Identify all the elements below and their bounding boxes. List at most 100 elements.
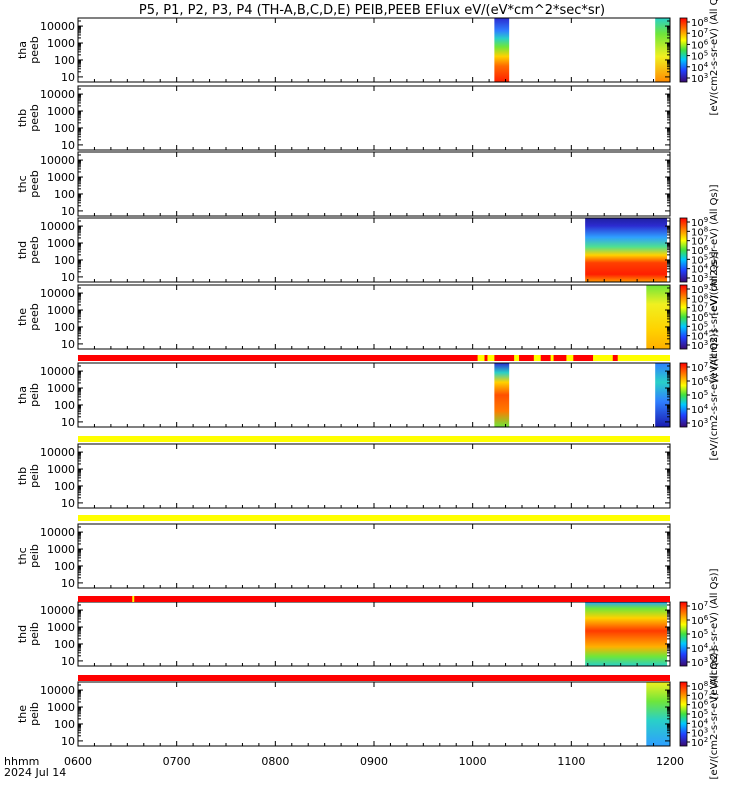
x-tick-label: 0600 — [64, 755, 92, 768]
colorbar-label: [eV/(cm2-s-sr-eV) (All Qs)] — [709, 0, 720, 115]
x-tick-label: 1000 — [459, 755, 487, 768]
colorbar-scale — [679, 601, 688, 667]
panel-product-label: peeb — [28, 303, 41, 331]
y-tick-label: 10000 — [40, 287, 75, 300]
panel-product-label: peeb — [28, 236, 41, 264]
flag-bar — [78, 596, 670, 602]
spectrogram-block — [494, 18, 510, 82]
flag-bar — [78, 355, 670, 361]
colorbar-tick-label: 106 — [691, 614, 709, 627]
y-tick-label: 1000 — [47, 463, 75, 476]
y-tick-label: 100 — [54, 188, 75, 201]
y-tick-label: 1000 — [47, 304, 75, 317]
y-tick-label: 10000 — [40, 604, 75, 617]
x-tick-label: 0700 — [163, 755, 191, 768]
time-axis-label: hhmm — [4, 755, 39, 768]
x-tick-label: 1200 — [656, 755, 684, 768]
y-tick-label: 10 — [61, 735, 75, 748]
y-tick-label: 10000 — [40, 88, 75, 101]
y-tick-label: 1000 — [47, 37, 75, 50]
panel-frame — [77, 17, 671, 83]
colorbar-tick-label: 106 — [691, 38, 709, 51]
panel-probe-label: the — [16, 308, 29, 326]
panel-frame — [77, 85, 671, 151]
colorbar-tick-label: 105 — [691, 628, 708, 641]
colorbar-label: [eV/(cm2-s-sr-eV) (All Qs)] — [709, 184, 720, 315]
y-tick-label: 1000 — [47, 105, 75, 118]
y-tick-label: 100 — [54, 480, 75, 493]
colorbar-tick-label: 104 — [691, 642, 709, 655]
y-tick-label: 1000 — [47, 382, 75, 395]
colorbar-tick-label: 103 — [691, 727, 708, 740]
panel-thc-peib: 10 100 1000 10000 thc peib — [16, 523, 671, 590]
panel-probe-label: thc — [16, 175, 29, 192]
y-tick-label: 10 — [61, 497, 75, 510]
y-tick-label: 100 — [54, 399, 75, 412]
y-tick-label: 10 — [61, 139, 75, 152]
y-tick-label: 10000 — [40, 526, 75, 539]
panel-thc-peeb: 10 100 1000 10000 thc peeb — [16, 151, 671, 218]
panel-probe-label: thb — [16, 467, 29, 485]
colorbar-label: [eV/(cm2-s-sr-eV) (All Qs)] — [709, 251, 720, 382]
y-tick-label: 1000 — [47, 237, 75, 250]
y-tick-label: 100 — [54, 321, 75, 334]
panel-frame — [77, 601, 671, 667]
flag-bar — [78, 675, 670, 681]
colorbar-tick-label: 106 — [691, 244, 709, 257]
panel-product-label: peib — [28, 464, 41, 488]
colorbar-tick-label: 105 — [691, 389, 708, 402]
panel-product-label: peeb — [28, 104, 41, 132]
y-tick-label: 10 — [61, 205, 75, 218]
x-tick-label: 0800 — [261, 755, 289, 768]
colorbar-tick-label: 107 — [691, 302, 708, 315]
colorbar-tick-label: 107 — [691, 361, 708, 374]
colorbar-tick-label: 109 — [691, 283, 708, 296]
flag-segment — [514, 355, 520, 361]
colorbar-tick-label: 107 — [691, 235, 708, 248]
colorbar-tick-label: 104 — [691, 330, 709, 343]
panel-thb-peeb: 10 100 1000 10000 thb peeb — [16, 85, 671, 152]
colorbar-tick-label: 104 — [691, 403, 709, 416]
panel-frame — [77, 523, 671, 589]
flag-segment — [566, 355, 574, 361]
flag-bar-base — [78, 436, 670, 442]
panel-product-label: peib — [28, 544, 41, 568]
y-tick-label: 10000 — [40, 220, 75, 233]
colorbar-tick-label: 103 — [691, 656, 708, 669]
colorbar-label: [eV/(cm2-s-sr-eV) (All Qs)] — [709, 648, 720, 779]
colorbar-tick-label: 107 — [691, 689, 708, 702]
colorbar-tick-label: 103 — [691, 417, 708, 430]
y-tick-label: 10000 — [40, 154, 75, 167]
y-tick-label: 10000 — [40, 365, 75, 378]
spectrogram-block — [646, 682, 670, 746]
spectrogram-block — [646, 285, 670, 349]
flag-segment — [477, 355, 485, 361]
panel-thb-peib: 10 100 1000 10000 thb peib — [16, 443, 671, 510]
y-tick-label: 100 — [54, 254, 75, 267]
y-tick-label: 10 — [61, 416, 75, 429]
y-tick-label: 10000 — [40, 20, 75, 33]
spectrogram-block — [585, 218, 668, 282]
flag-segment — [550, 355, 554, 361]
colorbar-scale — [679, 217, 688, 283]
colorbar-tick-label: 108 — [691, 16, 708, 29]
panel-product-label: peib — [28, 702, 41, 726]
colorbar-tick-label: 107 — [691, 27, 708, 40]
y-tick-label: 1000 — [47, 543, 75, 556]
y-tick-label: 100 — [54, 560, 75, 573]
flag-bar-base — [78, 596, 670, 602]
colorbar-tick-label: 106 — [691, 375, 709, 388]
spectrogram-block — [655, 18, 670, 82]
panel-frame — [77, 151, 671, 217]
colorbar-tick-label: 107 — [691, 600, 708, 613]
colorbar-tick-label: 103 — [691, 272, 708, 285]
date-label: 2024 Jul 14 — [4, 766, 66, 779]
colorbar-scale — [679, 284, 688, 350]
colorbar-tick-label: 105 — [691, 708, 708, 721]
